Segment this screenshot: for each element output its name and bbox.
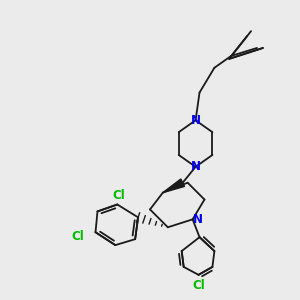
- Text: N: N: [190, 160, 201, 173]
- Polygon shape: [163, 179, 184, 193]
- Text: N: N: [190, 114, 201, 127]
- Text: Cl: Cl: [192, 279, 205, 292]
- Text: Cl: Cl: [71, 230, 84, 243]
- Text: Cl: Cl: [112, 189, 125, 202]
- Text: N: N: [193, 213, 202, 226]
